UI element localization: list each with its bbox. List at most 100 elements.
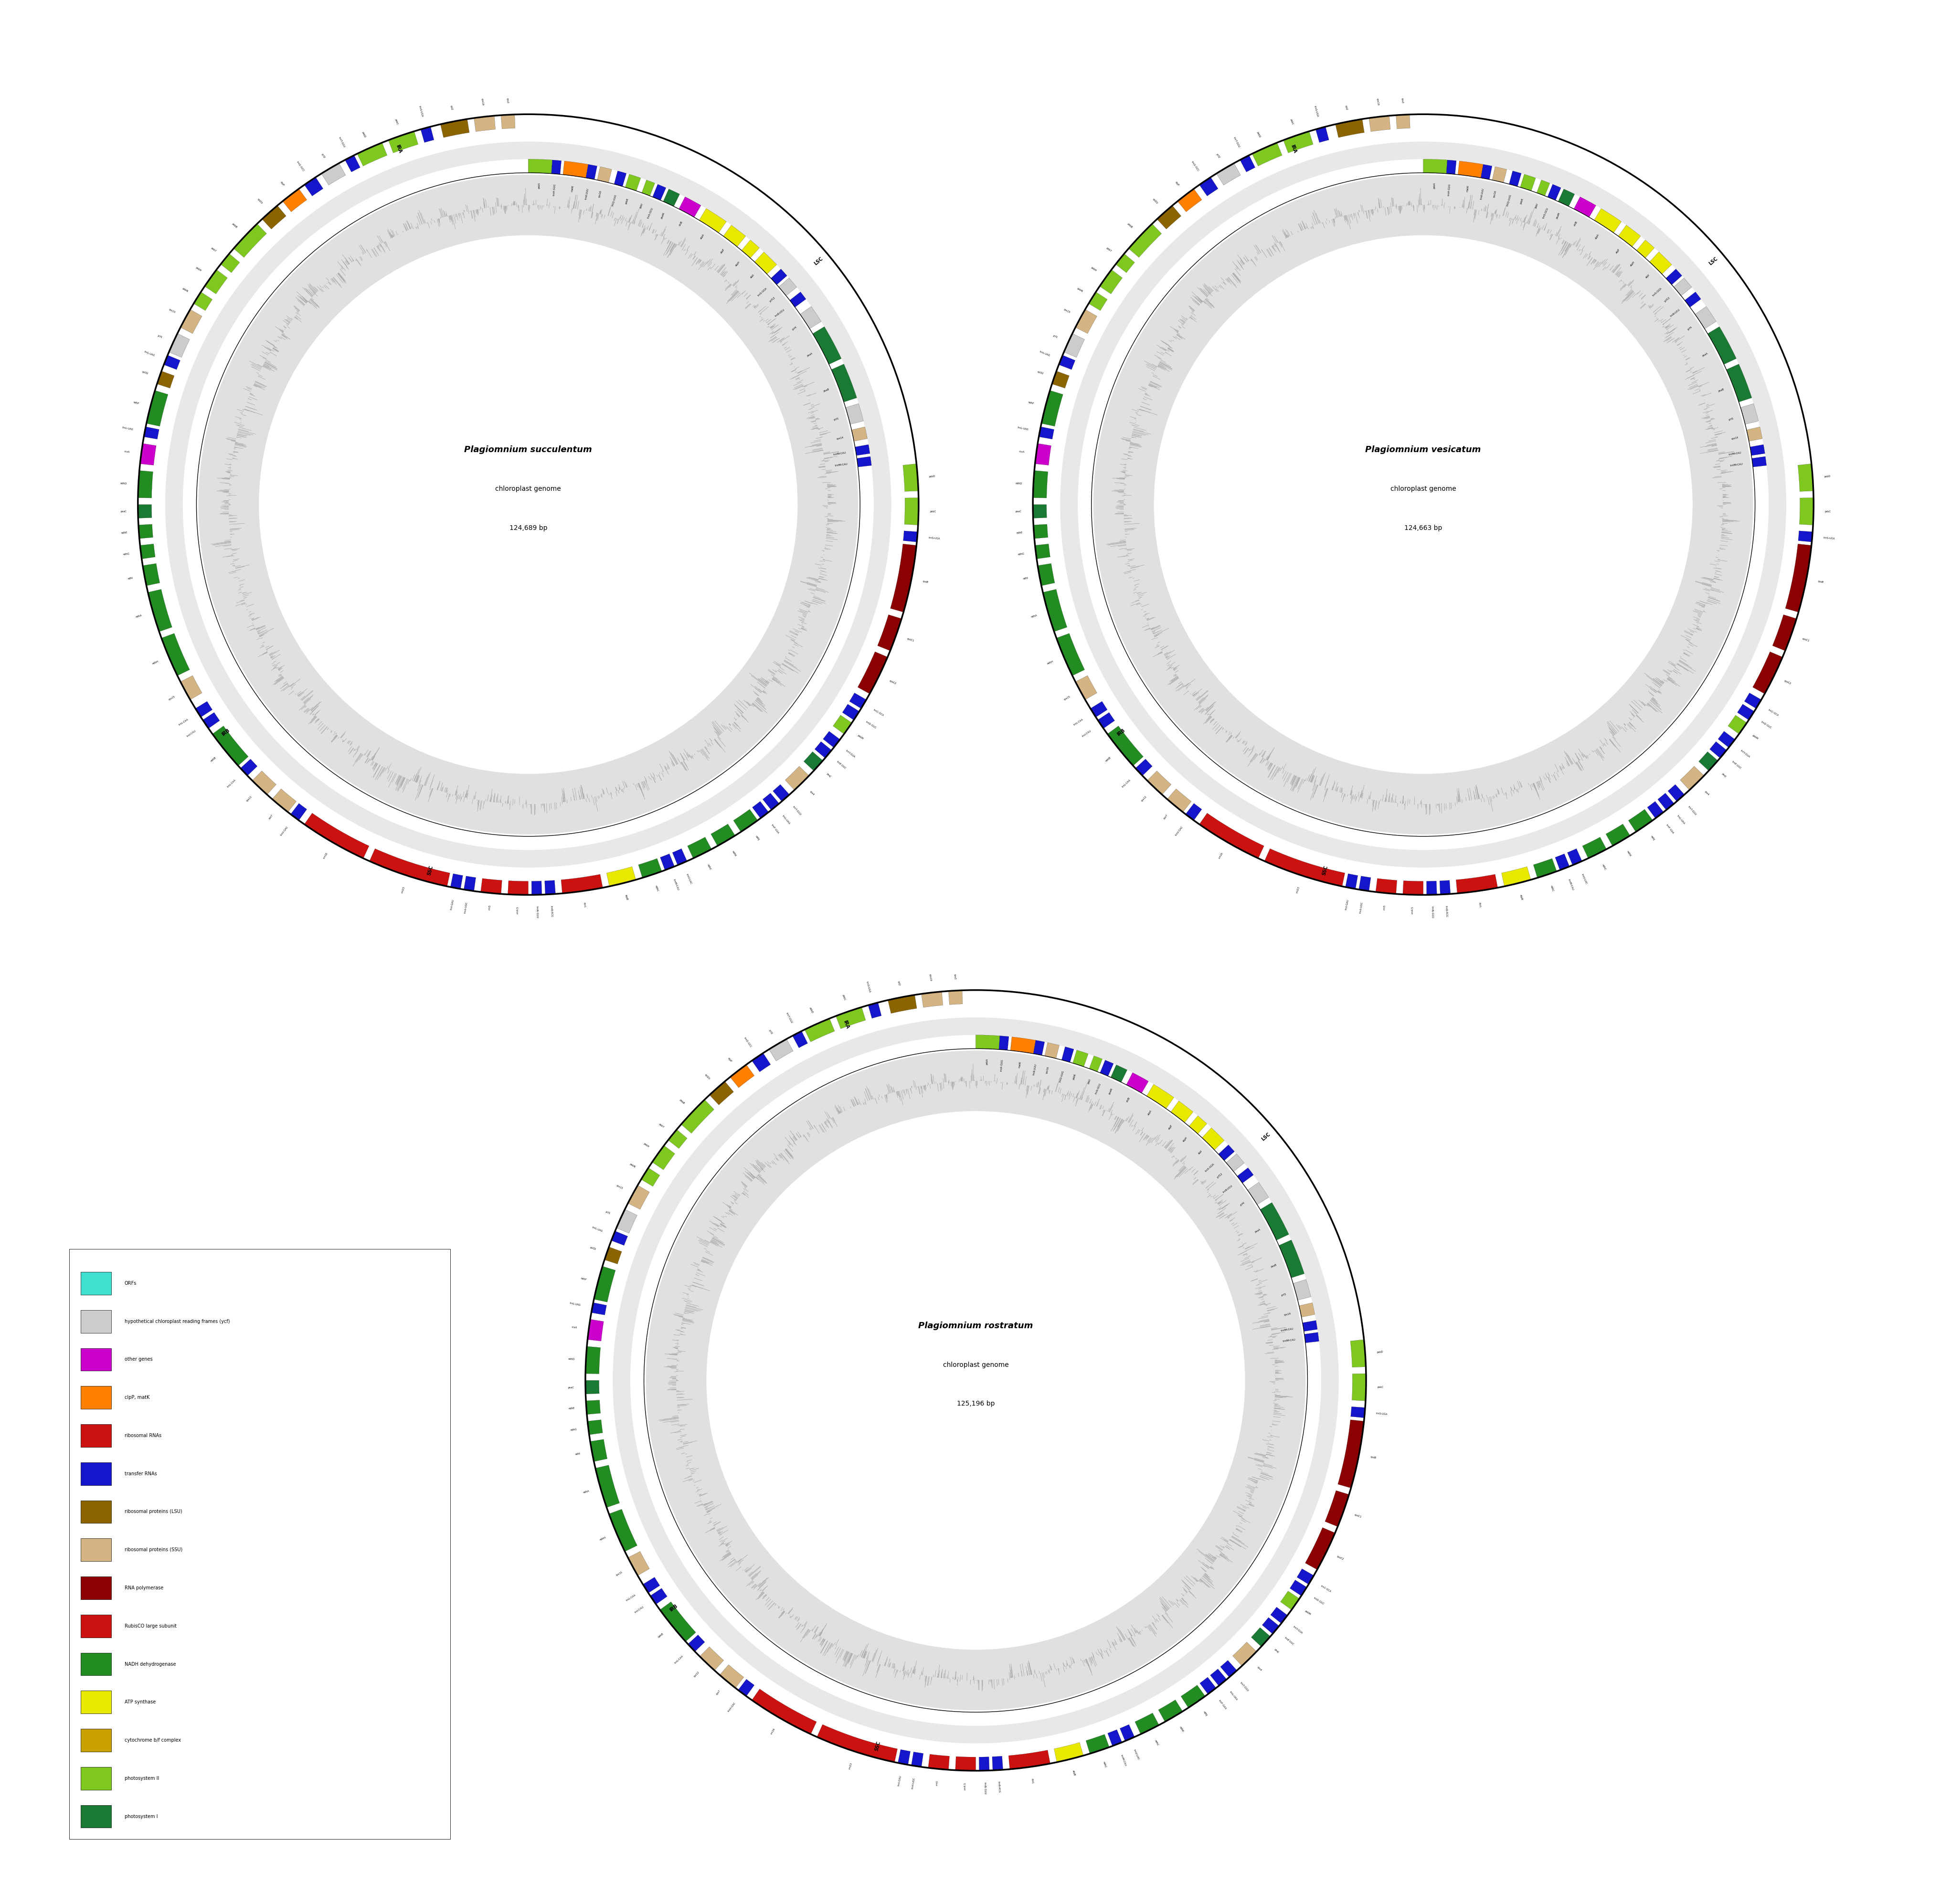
Wedge shape (1508, 171, 1522, 187)
Wedge shape (1284, 131, 1313, 152)
Wedge shape (628, 1184, 650, 1209)
Text: IRA: IRA (1290, 145, 1297, 154)
Wedge shape (562, 874, 603, 893)
Text: psaA: psaA (806, 352, 814, 358)
Text: SSC: SSC (427, 864, 433, 876)
Text: rrn5: rrn5 (488, 904, 492, 910)
Text: ndhA: ndhA (135, 615, 142, 619)
Wedge shape (615, 171, 626, 187)
Text: psbD: psbD (361, 131, 367, 137)
Text: trnS-UGA: trnS-UGA (1822, 537, 1834, 541)
Wedge shape (868, 1003, 882, 1019)
FancyBboxPatch shape (70, 1249, 451, 1839)
Wedge shape (1188, 1116, 1206, 1135)
Wedge shape (638, 859, 661, 878)
Wedge shape (1042, 390, 1063, 426)
Text: trnH-GUG: trnH-GUG (1001, 1059, 1003, 1072)
Wedge shape (1799, 497, 1812, 526)
Text: rrn16: rrn16 (771, 1727, 776, 1735)
Text: trnfM-CAU: trnfM-CAU (1729, 451, 1740, 457)
Text: trnL-CAA: trnL-CAA (178, 718, 189, 725)
Wedge shape (1085, 1735, 1108, 1754)
Text: rrn5: rrn5 (935, 1780, 938, 1786)
Text: ycf4: ycf4 (1686, 326, 1692, 331)
Text: trnT-GGU: trnT-GGU (1688, 805, 1695, 817)
Text: ndhC: ndhC (1602, 864, 1606, 870)
Text: trnL-UAA: trnL-UAA (780, 815, 790, 824)
Wedge shape (1709, 741, 1727, 758)
Text: ndhK: ndhK (1178, 1725, 1184, 1733)
Text: ndhF: ndhF (579, 1278, 587, 1281)
Wedge shape (1457, 162, 1483, 177)
Wedge shape (166, 141, 892, 868)
Text: trnS-GGA: trnS-GGA (1652, 288, 1662, 297)
Text: psaM: psaM (1555, 211, 1561, 219)
Text: trnL-UAG: trnL-UAG (123, 426, 135, 430)
Wedge shape (1305, 1527, 1334, 1569)
Wedge shape (421, 128, 433, 143)
Wedge shape (1186, 803, 1202, 821)
Text: ycf12: ycf12 (1215, 1173, 1223, 1179)
Bar (80, 1500, 111, 1523)
Text: rbcL: rbcL (583, 902, 585, 908)
Wedge shape (1061, 1047, 1073, 1062)
Text: psbT: psbT (211, 248, 217, 253)
Text: psaA: psaA (1254, 1228, 1260, 1234)
Wedge shape (817, 1725, 897, 1763)
Wedge shape (730, 1064, 755, 1087)
Wedge shape (911, 1752, 923, 1767)
Text: psbI: psbI (1533, 204, 1537, 209)
Wedge shape (763, 794, 778, 809)
Text: trnN-GUU: trnN-GUU (1430, 906, 1434, 918)
Wedge shape (1350, 1340, 1366, 1367)
Text: rpoC1: rpoC1 (1354, 1514, 1362, 1517)
Wedge shape (698, 208, 726, 232)
Text: rps14: rps14 (1284, 1312, 1292, 1316)
Wedge shape (679, 196, 700, 217)
Text: trnR-ACG: trnR-ACG (997, 1782, 1001, 1794)
Text: clpP: clpP (1175, 181, 1178, 187)
Text: IRB: IRB (669, 1603, 679, 1613)
Text: rpl20: rpl20 (1151, 198, 1157, 204)
Wedge shape (687, 838, 712, 859)
Text: photosystem II: photosystem II (125, 1776, 160, 1780)
Wedge shape (1100, 1061, 1114, 1076)
Wedge shape (139, 524, 152, 539)
Wedge shape (858, 651, 888, 693)
Text: trnI-GAU: trnI-GAU (897, 1775, 901, 1786)
Bar (80, 1310, 111, 1333)
Text: ndhJ: ndhJ (755, 836, 759, 842)
Text: trnfM-CAU: trnfM-CAU (833, 451, 847, 457)
Wedge shape (1656, 794, 1674, 809)
Wedge shape (897, 1750, 909, 1765)
Wedge shape (531, 882, 542, 895)
Text: psbA: psbA (985, 1059, 987, 1064)
Text: rbcL: rbcL (1477, 902, 1481, 908)
Text: ycf3: ycf3 (1729, 417, 1734, 421)
Text: trnE-UUC: trnE-UUC (837, 760, 847, 769)
Wedge shape (991, 1755, 1003, 1771)
Text: ndhK: ndhK (1625, 849, 1631, 857)
Text: rrn4.5: rrn4.5 (964, 1782, 966, 1790)
Wedge shape (1052, 371, 1069, 388)
Wedge shape (1736, 704, 1754, 720)
Text: ycf4: ycf4 (792, 326, 798, 331)
Wedge shape (1215, 164, 1241, 185)
Wedge shape (652, 185, 665, 200)
Text: trnC-GCA: trnC-GCA (1321, 1584, 1331, 1594)
Wedge shape (1649, 251, 1672, 274)
Text: ycf1: ycf1 (158, 335, 164, 339)
Wedge shape (1034, 444, 1052, 465)
Text: atpA: atpA (698, 234, 704, 240)
Text: IRA: IRA (394, 145, 402, 154)
Wedge shape (1247, 1182, 1268, 1205)
Text: matK: matK (1465, 185, 1469, 192)
Text: trnS-UGA: trnS-UGA (1313, 105, 1319, 118)
Wedge shape (1225, 1154, 1245, 1171)
Circle shape (139, 114, 919, 895)
Text: rpl32: rpl32 (142, 371, 148, 375)
Wedge shape (823, 731, 839, 748)
Text: trnF-GAA: trnF-GAA (1664, 824, 1674, 834)
Wedge shape (142, 564, 160, 586)
Text: ndhH: ndhH (152, 661, 158, 664)
